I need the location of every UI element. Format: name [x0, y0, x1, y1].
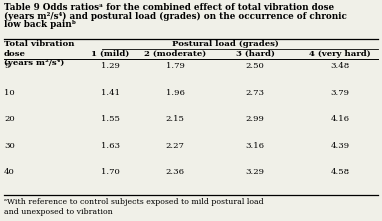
Text: 1.79: 1.79: [165, 62, 185, 70]
Text: 30: 30: [4, 141, 15, 150]
Text: 2.73: 2.73: [246, 89, 264, 97]
Text: 2.50: 2.50: [246, 62, 264, 70]
Text: 1 (mild): 1 (mild): [91, 50, 129, 58]
Text: Table 9 Odds ratiosᵃ for the combined effect of total vibration dose: Table 9 Odds ratiosᵃ for the combined ef…: [4, 3, 334, 12]
Text: 1.29: 1.29: [100, 62, 120, 70]
Text: 2 (moderate): 2 (moderate): [144, 50, 206, 58]
Text: 2.15: 2.15: [165, 115, 185, 123]
Text: 5: 5: [4, 62, 10, 70]
Text: 20: 20: [4, 115, 15, 123]
Text: (years m²/s⁴) and postural load (grades) on the occurrence of chronic: (years m²/s⁴) and postural load (grades)…: [4, 11, 347, 21]
Text: 3.48: 3.48: [330, 62, 350, 70]
Text: 4 (very hard): 4 (very hard): [309, 50, 371, 58]
Text: Total vibration
dose
(years m²/s⁴): Total vibration dose (years m²/s⁴): [4, 40, 74, 67]
Text: ᵃWith reference to control subjects exposed to mild postural load
and unexposed : ᵃWith reference to control subjects expo…: [4, 198, 264, 216]
Text: 10: 10: [4, 89, 15, 97]
Text: 4.58: 4.58: [330, 168, 350, 176]
Text: 3.29: 3.29: [246, 168, 264, 176]
Text: 3.16: 3.16: [246, 141, 264, 150]
Text: Postural load (grades): Postural load (grades): [172, 40, 278, 48]
Text: 2.36: 2.36: [165, 168, 185, 176]
Text: 1.41: 1.41: [100, 89, 120, 97]
Text: 1.96: 1.96: [165, 89, 185, 97]
Text: 1.70: 1.70: [100, 168, 120, 176]
Text: 3.79: 3.79: [330, 89, 350, 97]
Text: 3 (hard): 3 (hard): [236, 50, 274, 58]
Text: 1.55: 1.55: [100, 115, 120, 123]
Text: 4.16: 4.16: [330, 115, 350, 123]
Text: 1.63: 1.63: [100, 141, 120, 150]
Text: 40: 40: [4, 168, 15, 176]
Text: 4.39: 4.39: [330, 141, 350, 150]
Text: low back painᵇ: low back painᵇ: [4, 20, 76, 29]
Text: 2.27: 2.27: [165, 141, 185, 150]
Text: 2.99: 2.99: [246, 115, 264, 123]
